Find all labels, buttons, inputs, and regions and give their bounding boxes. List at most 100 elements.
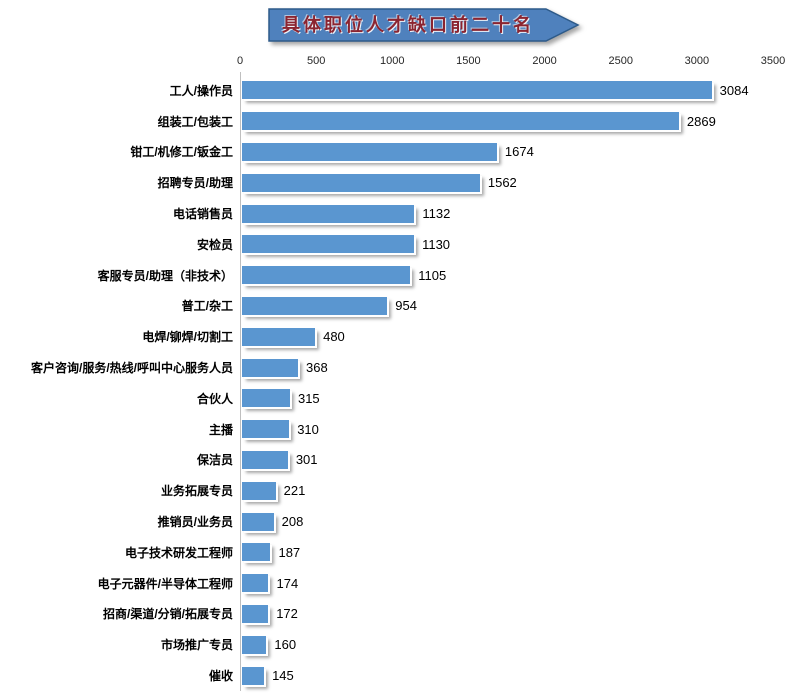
value-label: 172 bbox=[276, 606, 298, 622]
category-label: 招聘专员/助理 bbox=[157, 176, 233, 191]
category-label: 组装工/包装工 bbox=[157, 114, 233, 129]
bar-row: 合伙人 315 bbox=[0, 383, 794, 414]
category-label: 市场推广专员 bbox=[160, 638, 233, 653]
bar-row: 电焊/铆焊/切割工 480 bbox=[0, 321, 794, 352]
value-label: 954 bbox=[395, 298, 417, 314]
bar-row: 市场推广专员 160 bbox=[0, 629, 794, 660]
chart-title-banner: 具体职位人才缺口前二十名 bbox=[268, 8, 580, 42]
category-label: 保洁员 bbox=[196, 453, 233, 468]
bar bbox=[242, 204, 415, 223]
category-label: 电焊/铆焊/切割工 bbox=[142, 330, 233, 345]
value-label: 1674 bbox=[504, 144, 534, 160]
bar-track: 301 bbox=[242, 450, 318, 469]
bar-row: 安检员 1130 bbox=[0, 229, 794, 260]
bar-track: 172 bbox=[242, 604, 298, 623]
category-label: 安检员 bbox=[196, 237, 233, 252]
bar-track: 310 bbox=[242, 420, 319, 439]
x-axis-tick-label: 3500 bbox=[760, 55, 786, 67]
bar-row: 招聘专员/助理 1562 bbox=[0, 167, 794, 198]
bar bbox=[242, 574, 269, 593]
category-label: 合伙人 bbox=[196, 391, 233, 406]
x-axis-tick-label: 1000 bbox=[380, 55, 405, 67]
bar bbox=[242, 512, 274, 531]
bar-row: 电子元器件/半导体工程师 174 bbox=[0, 568, 794, 599]
value-label: 208 bbox=[281, 514, 304, 530]
bar-track: 174 bbox=[242, 574, 299, 593]
bar-track: 2869 bbox=[242, 112, 716, 131]
bar-row: 客户咨询/服务/热线/呼叫中心服务人员 368 bbox=[0, 352, 794, 383]
bar-track: 160 bbox=[242, 635, 296, 654]
bar-track: 368 bbox=[242, 358, 328, 377]
category-label: 业务拓展专员 bbox=[160, 484, 233, 499]
value-label: 1562 bbox=[487, 175, 517, 191]
category-label: 催收 bbox=[208, 669, 233, 684]
value-label: 174 bbox=[276, 575, 299, 591]
bar bbox=[242, 235, 415, 254]
bar bbox=[242, 266, 411, 285]
bar bbox=[242, 450, 288, 469]
bar-track: 1674 bbox=[242, 142, 534, 161]
value-label: 1105 bbox=[418, 267, 447, 283]
category-label: 普工/杂工 bbox=[181, 299, 233, 314]
value-label: 187 bbox=[278, 544, 301, 560]
bar-row: 催收 145 bbox=[0, 660, 794, 691]
bar-track: 954 bbox=[242, 296, 417, 315]
bar-track: 221 bbox=[242, 481, 306, 500]
bar bbox=[242, 635, 267, 654]
bar-row: 电子技术研发工程师 187 bbox=[0, 537, 794, 568]
value-label: 1132 bbox=[422, 206, 451, 222]
category-label: 推销员/业务员 bbox=[157, 515, 233, 530]
category-label: 电子元器件/半导体工程师 bbox=[97, 576, 233, 591]
bar-track: 187 bbox=[242, 543, 301, 562]
category-label: 客户咨询/服务/热线/呼叫中心服务人员 bbox=[30, 361, 233, 376]
bar-track: 208 bbox=[242, 512, 304, 531]
bar bbox=[242, 389, 290, 408]
category-label: 工人/操作员 bbox=[169, 83, 233, 98]
banner-arrow-shape bbox=[268, 8, 580, 42]
bar-row: 主播 310 bbox=[0, 414, 794, 445]
x-axis-tick-label: 2500 bbox=[608, 55, 633, 67]
y-axis-line bbox=[240, 72, 241, 691]
bar-row: 组装工/包装工 2869 bbox=[0, 106, 794, 137]
bar-row: 推销员/业务员 208 bbox=[0, 506, 794, 537]
value-label: 480 bbox=[323, 329, 345, 345]
category-label: 主播 bbox=[208, 422, 233, 437]
x-axis-tick-label: 1500 bbox=[456, 55, 481, 67]
x-axis-tick-label: 2000 bbox=[532, 55, 557, 67]
value-label: 145 bbox=[272, 668, 294, 684]
bar bbox=[242, 296, 388, 315]
value-label: 1130 bbox=[422, 236, 451, 252]
bar-track: 1132 bbox=[242, 204, 451, 223]
x-axis-tick-label: 500 bbox=[306, 55, 326, 67]
category-label: 电子技术研发工程师 bbox=[124, 545, 233, 560]
bar-track: 1130 bbox=[242, 235, 451, 254]
bar-track: 1105 bbox=[242, 266, 447, 285]
value-label: 310 bbox=[297, 421, 319, 437]
bar bbox=[242, 327, 316, 346]
bar bbox=[242, 481, 276, 500]
bar bbox=[242, 81, 712, 100]
bar bbox=[242, 420, 290, 439]
bar-row: 保洁员 301 bbox=[0, 445, 794, 476]
value-label: 368 bbox=[306, 360, 328, 376]
x-axis-tick-label: 0 bbox=[236, 55, 244, 67]
value-label: 221 bbox=[283, 483, 306, 499]
bar bbox=[242, 358, 299, 377]
value-label: 301 bbox=[295, 452, 318, 468]
bar bbox=[242, 543, 271, 562]
category-label: 客服专员/助理（非技术） bbox=[97, 268, 233, 283]
bar bbox=[242, 142, 497, 161]
category-label: 电话销售员 bbox=[172, 207, 233, 222]
bar-row: 招商/渠道/分销/拓展专员 172 bbox=[0, 599, 794, 630]
bar bbox=[242, 604, 269, 623]
value-label: 3084 bbox=[719, 82, 749, 98]
value-label: 2869 bbox=[686, 113, 716, 129]
bar-track: 145 bbox=[242, 666, 294, 685]
bar-track: 480 bbox=[242, 327, 345, 346]
x-axis-tick-label: 3000 bbox=[684, 55, 710, 67]
chart-title: 具体职位人才缺口前二十名 bbox=[282, 15, 534, 35]
value-label: 315 bbox=[297, 390, 320, 406]
bar-row: 普工/杂工 954 bbox=[0, 291, 794, 322]
bar-row: 工人/操作员 3084 bbox=[0, 75, 794, 106]
bar-row: 业务拓展专员 221 bbox=[0, 475, 794, 506]
